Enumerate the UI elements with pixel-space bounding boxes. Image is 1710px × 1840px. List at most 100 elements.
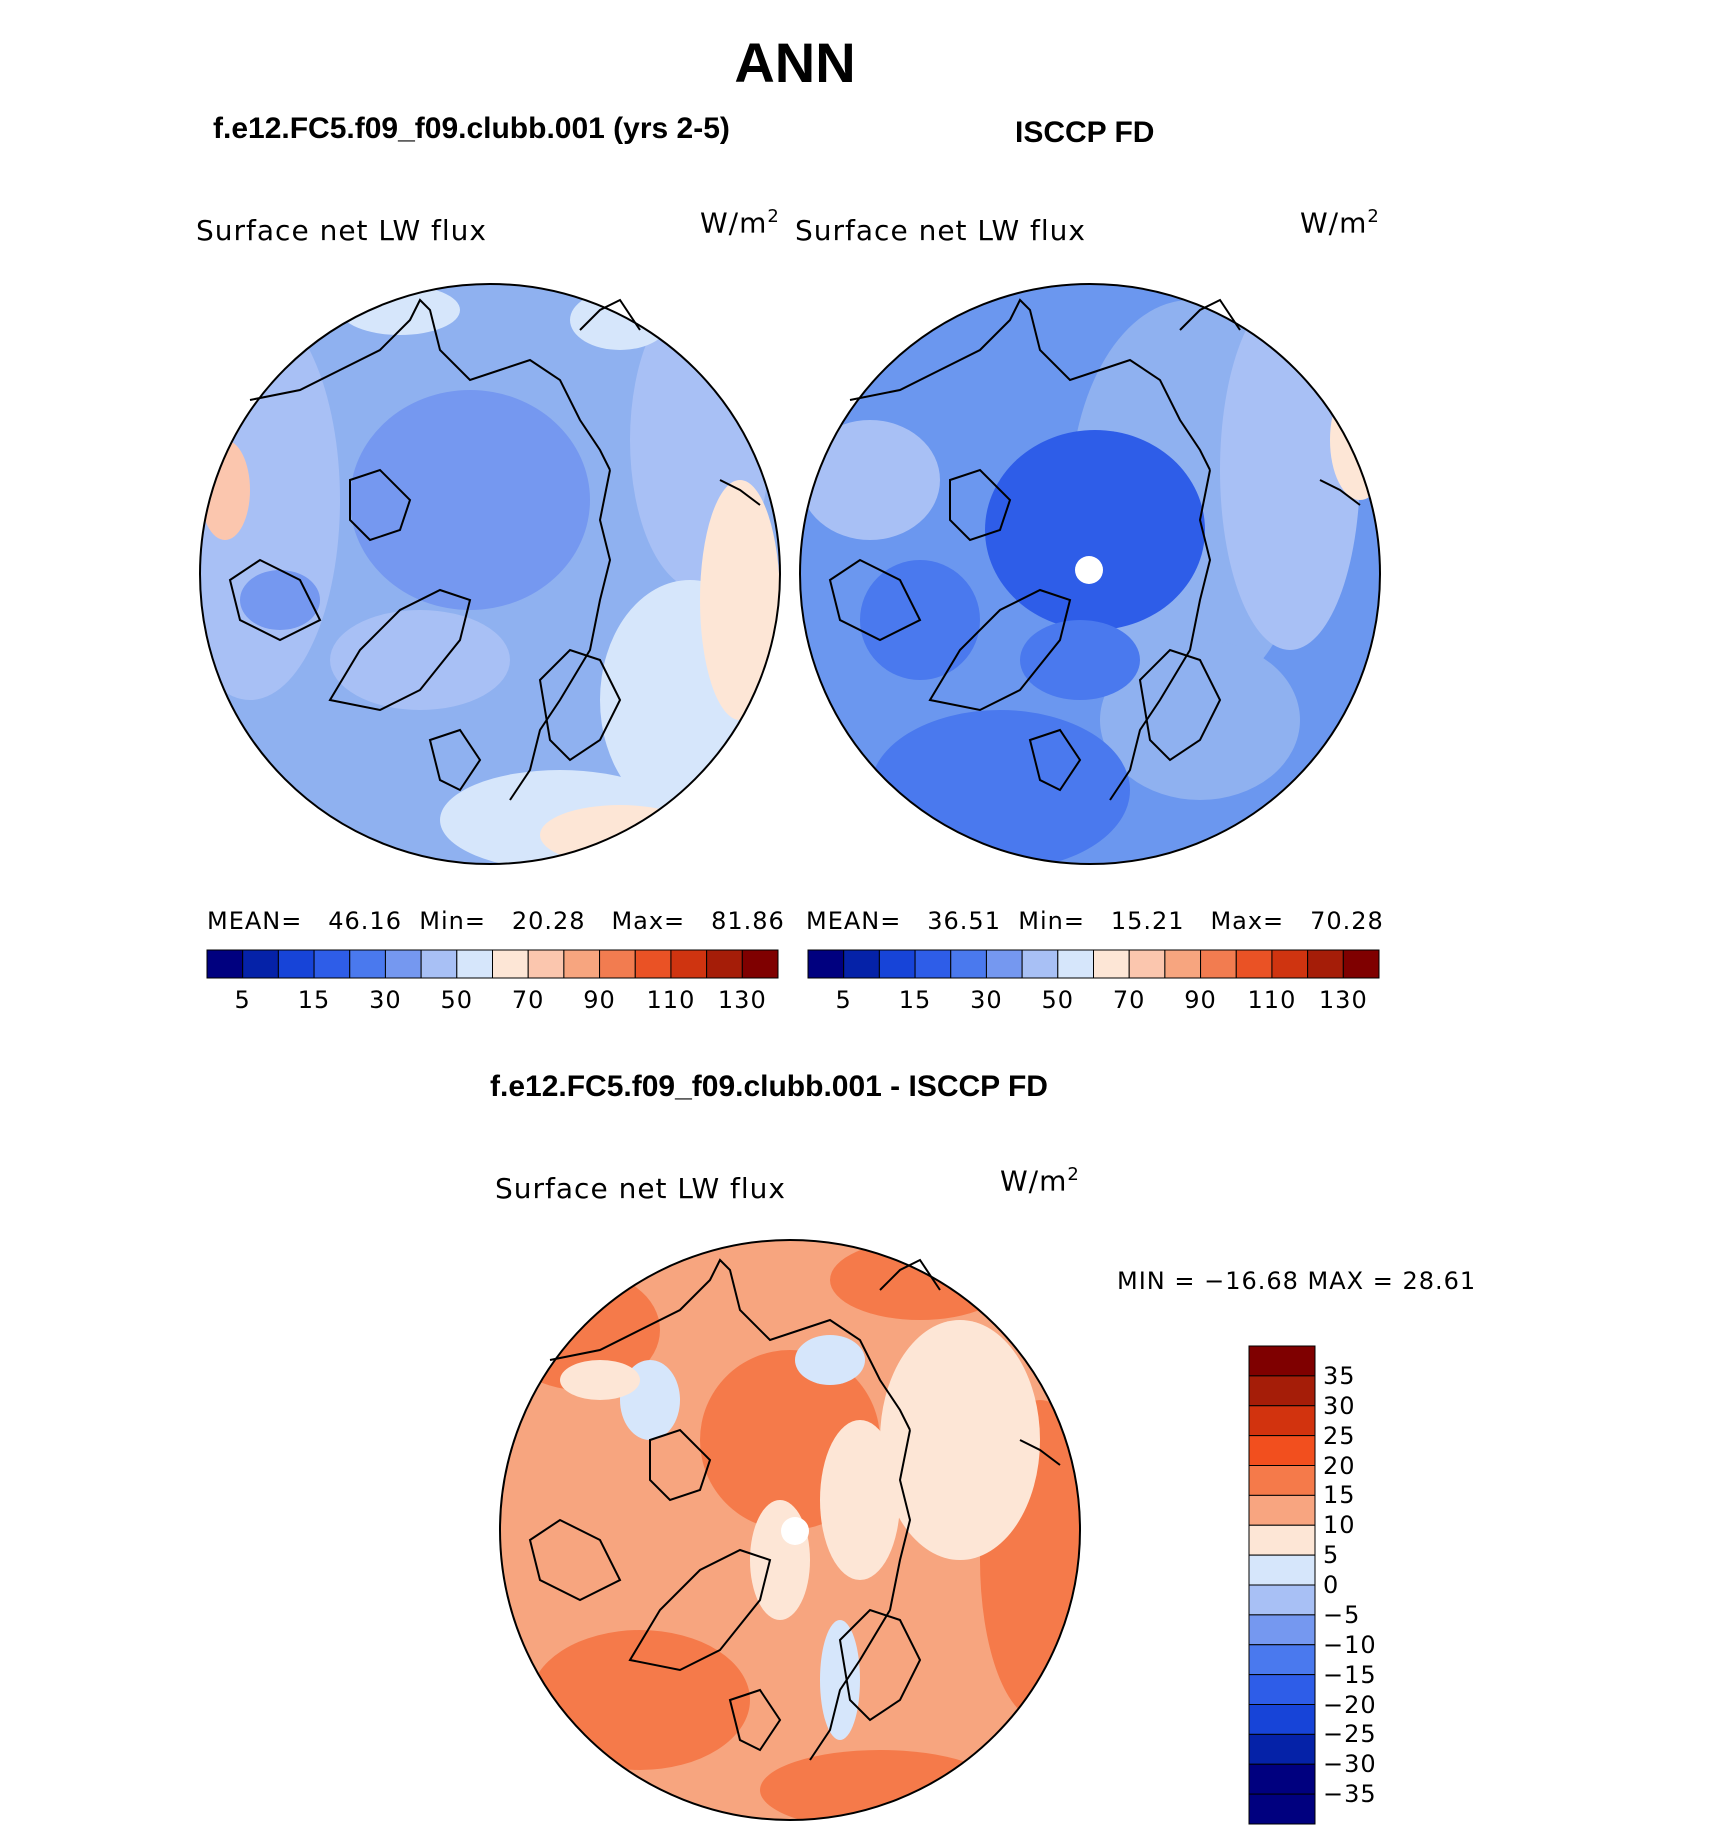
colorbar-swatch: [1248, 1345, 1316, 1377]
colorbar-swatch: [807, 949, 845, 979]
colorbar-swatch: [277, 949, 315, 979]
unit-label-model: W/m2: [700, 206, 780, 240]
colorbar-tick-label: −20: [1323, 1690, 1377, 1719]
colorbar-swatch: [843, 949, 880, 979]
colorbar-swatch: [1200, 949, 1237, 979]
colorbar-tick-label: 5: [1323, 1541, 1340, 1570]
variable-label-diff: Surface net LW flux: [495, 1172, 786, 1205]
colorbar-swatch: [1248, 1793, 1316, 1825]
colorbar-swatch: [878, 949, 916, 979]
colorbar-swatch: [242, 949, 279, 979]
colorbar-swatch: [634, 949, 672, 979]
colorbar-tick-label: 5: [835, 986, 852, 1014]
colorbar-swatch: [950, 949, 987, 979]
colorbar-tick-label: 20: [1323, 1451, 1356, 1480]
colorbar-swatch: [741, 949, 779, 979]
colorbar-swatch: [914, 949, 952, 979]
colorbar-model: [206, 949, 779, 979]
colorbar-tick-label: −15: [1323, 1660, 1377, 1689]
colorbar-tick-label: 130: [717, 986, 767, 1014]
colorbar-tick-label: −30: [1323, 1750, 1377, 1779]
map-border-model: [199, 283, 781, 865]
colorbar-tick-label: 90: [1184, 986, 1217, 1014]
colorbar-swatch: [563, 949, 601, 979]
colorbar-tick-label: 15: [297, 986, 331, 1014]
coastlines-obs: [828, 298, 1361, 801]
colorbar-swatch: [313, 949, 351, 979]
colorbar-swatch: [985, 949, 1023, 979]
page-title: ANN: [734, 31, 856, 94]
stats-obs: MEAN= 36.51 Min= 15.21 Max= 70.28: [806, 907, 1384, 935]
map-model: [200, 284, 780, 864]
colorbar-tick-label: 70: [511, 986, 545, 1014]
colorbar-tick-label: 25: [1323, 1421, 1356, 1450]
colorbar-swatch: [1248, 1405, 1316, 1437]
colorbar-swatch: [1248, 1704, 1316, 1735]
colorbar-swatch: [599, 949, 636, 979]
colorbar-swatch: [1307, 949, 1344, 979]
colorbar-swatch: [1248, 1674, 1316, 1705]
colorbar-obs: [807, 949, 1380, 979]
colorbar-tick-label: −10: [1323, 1630, 1377, 1659]
colorbar-swatch: [1248, 1614, 1316, 1646]
colorbar-swatch: [706, 949, 743, 979]
colorbar-swatch: [527, 949, 565, 979]
colorbar-diff: [1248, 1345, 1316, 1825]
colorbar-swatch: [420, 949, 458, 979]
colorbar-swatch: [1164, 949, 1202, 979]
colorbar-swatch: [1248, 1763, 1316, 1795]
colorbar-tick-label: 70: [1112, 986, 1146, 1014]
panel-header-model: f.e12.FC5.f09_f09.clubb.001 (yrs 2-5): [213, 112, 730, 145]
colorbar-swatch: [1342, 949, 1380, 979]
colorbar-swatch: [1248, 1375, 1316, 1407]
colorbar-swatch: [349, 949, 386, 979]
colorbar-swatch: [1128, 949, 1166, 979]
colorbar-swatch: [1248, 1584, 1316, 1616]
polar-hole-diff: [781, 1517, 809, 1545]
colorbar-swatch: [1271, 949, 1309, 979]
colorbar-tick-label: 30: [970, 986, 1003, 1014]
colorbar-swatch: [1248, 1524, 1316, 1556]
colorbar-swatch: [1248, 1494, 1316, 1526]
panel-header-obs: ISCCP FD: [1015, 116, 1155, 149]
colorbar-swatch: [1235, 949, 1273, 979]
colorbar-tick-label: 5: [234, 986, 251, 1014]
colorbar-tick-label: 10: [1323, 1511, 1356, 1540]
stats-model: MEAN= 46.16 Min= 20.28 Max= 81.86: [207, 907, 785, 935]
variable-label-obs: Surface net LW flux: [795, 214, 1086, 247]
colorbar-swatch: [1248, 1733, 1316, 1765]
colorbar-swatch: [1248, 1554, 1316, 1586]
unit-label-obs: W/m2: [1300, 206, 1380, 240]
map-border-obs: [799, 283, 1381, 865]
colorbar-tick-label: 0: [1323, 1571, 1340, 1599]
colorbar-swatch: [670, 949, 708, 979]
colorbar-swatch: [1248, 1465, 1316, 1496]
colorbar-swatch: [456, 949, 493, 979]
colorbar-tick-label: 110: [646, 986, 696, 1014]
colorbar-swatch: [1057, 949, 1094, 979]
diff-header: f.e12.FC5.f09_f09.clubb.001 - ISCCP FD: [490, 1070, 1048, 1103]
colorbar-tick-label: −25: [1323, 1720, 1377, 1749]
colorbar-tick-label: 50: [440, 986, 474, 1014]
coastlines-model: [228, 298, 761, 801]
colorbar-tick-label: 35: [1323, 1361, 1356, 1390]
colorbar-tick-label: 110: [1247, 986, 1297, 1014]
map-border-diff: [499, 1239, 1081, 1821]
colorbar-tick-label: 30: [369, 986, 402, 1014]
colorbar-tick-label: 30: [1323, 1391, 1356, 1420]
stats-diff: MIN = −16.68 MAX = 28.61: [1117, 1267, 1477, 1295]
colorbar-tick-label: −5: [1323, 1600, 1361, 1629]
unit-label-diff: W/m2: [1000, 1164, 1080, 1198]
colorbar-swatch: [206, 949, 244, 979]
colorbar-tick-label: 15: [898, 986, 932, 1014]
colorbar-tick-label: −35: [1323, 1780, 1377, 1809]
colorbar-tick-label: 50: [1041, 986, 1075, 1014]
colorbar-swatch: [1093, 949, 1130, 979]
colorbar-swatch: [492, 949, 529, 979]
colorbar-swatch: [1248, 1644, 1316, 1676]
variable-label-model: Surface net LW flux: [196, 214, 487, 247]
colorbar-swatch: [384, 949, 422, 979]
coastlines-diff: [528, 1258, 1061, 1761]
colorbar-swatch: [1021, 949, 1059, 979]
